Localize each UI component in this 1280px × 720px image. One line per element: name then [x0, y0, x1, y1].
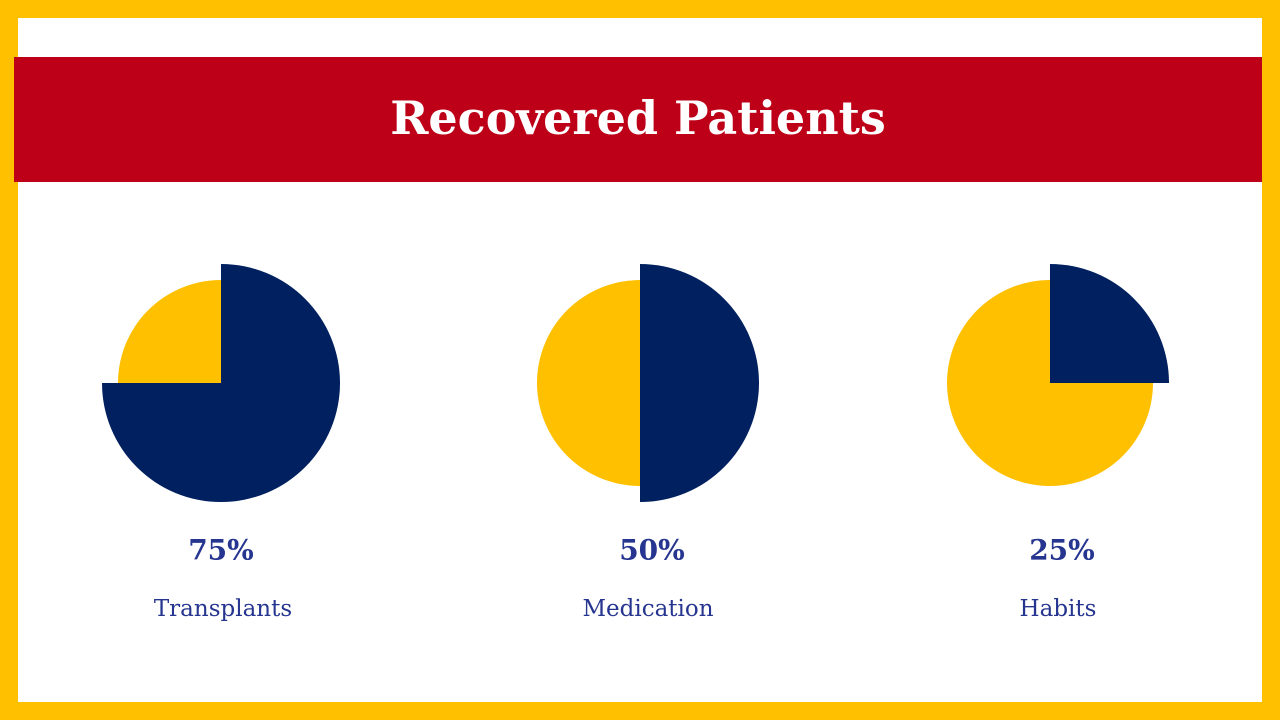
value-label: 50%	[619, 534, 685, 567]
pie-slice	[640, 264, 759, 502]
pie-slice	[947, 280, 1153, 486]
value-label: 25%	[1029, 534, 1095, 567]
value-label: 75%	[188, 534, 254, 567]
pie-slice	[537, 280, 640, 486]
pie-label: Habits	[1020, 596, 1097, 622]
pie-label: Medication	[582, 596, 713, 622]
pie-slice	[118, 280, 221, 383]
pie-slice	[1050, 264, 1169, 383]
header-bar	[14, 57, 1262, 182]
pie-label: Transplants	[154, 596, 292, 622]
title: Recovered Patients	[390, 91, 886, 145]
